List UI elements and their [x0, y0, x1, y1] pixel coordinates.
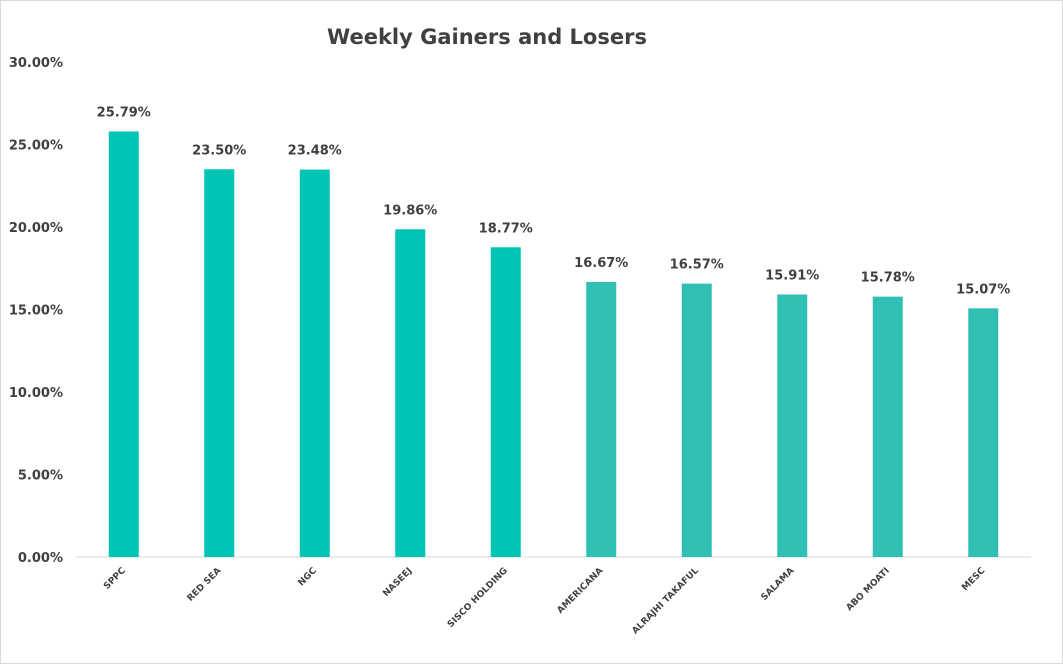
y-tick-label: 5.00%: [18, 469, 63, 484]
data-label: 23.50%: [192, 143, 246, 158]
data-label: 23.48%: [288, 144, 342, 159]
bar: [777, 294, 808, 557]
bar: [968, 308, 999, 557]
bar: [586, 281, 617, 557]
x-tick-label: ALRAJHI TAKAFUL: [631, 566, 702, 637]
data-label: 18.77%: [479, 221, 533, 236]
y-tick-label: 30.00%: [9, 56, 63, 71]
y-tick-label: 25.00%: [9, 139, 63, 154]
y-tick-label: 15.00%: [9, 304, 63, 319]
bar: [872, 296, 903, 557]
x-tick-label: AMERICANA: [556, 566, 606, 616]
y-tick-label: 0.00%: [18, 551, 63, 566]
x-tick-label: NGC: [297, 566, 320, 589]
bar: [299, 169, 330, 557]
bar: [490, 247, 521, 558]
bar: [204, 169, 235, 557]
data-label: 25.79%: [97, 105, 151, 120]
x-tick-label: ABO MOATI: [845, 566, 892, 613]
data-label: 16.67%: [574, 256, 628, 271]
bar: [395, 229, 426, 557]
x-tick-label: SPPC: [102, 566, 128, 592]
x-tick-label: RED SEA: [186, 566, 224, 604]
y-tick-label: 10.00%: [9, 386, 63, 401]
data-label: 15.07%: [956, 282, 1010, 297]
x-tick-label: SISCO HOLDING: [446, 566, 510, 630]
chart-title: Weekly Gainers and Losers: [327, 25, 647, 49]
data-label: 15.91%: [765, 268, 819, 283]
x-tick-label: MESC: [960, 566, 987, 593]
data-label: 15.78%: [861, 271, 915, 286]
bar: [108, 131, 139, 557]
bar: [681, 283, 712, 557]
data-label: 19.86%: [383, 203, 437, 218]
x-tick-label: NASEEJ: [381, 566, 414, 599]
x-tick-label: SALAMA: [760, 566, 797, 603]
y-tick-label: 20.00%: [9, 221, 63, 236]
data-label: 16.57%: [670, 258, 724, 273]
